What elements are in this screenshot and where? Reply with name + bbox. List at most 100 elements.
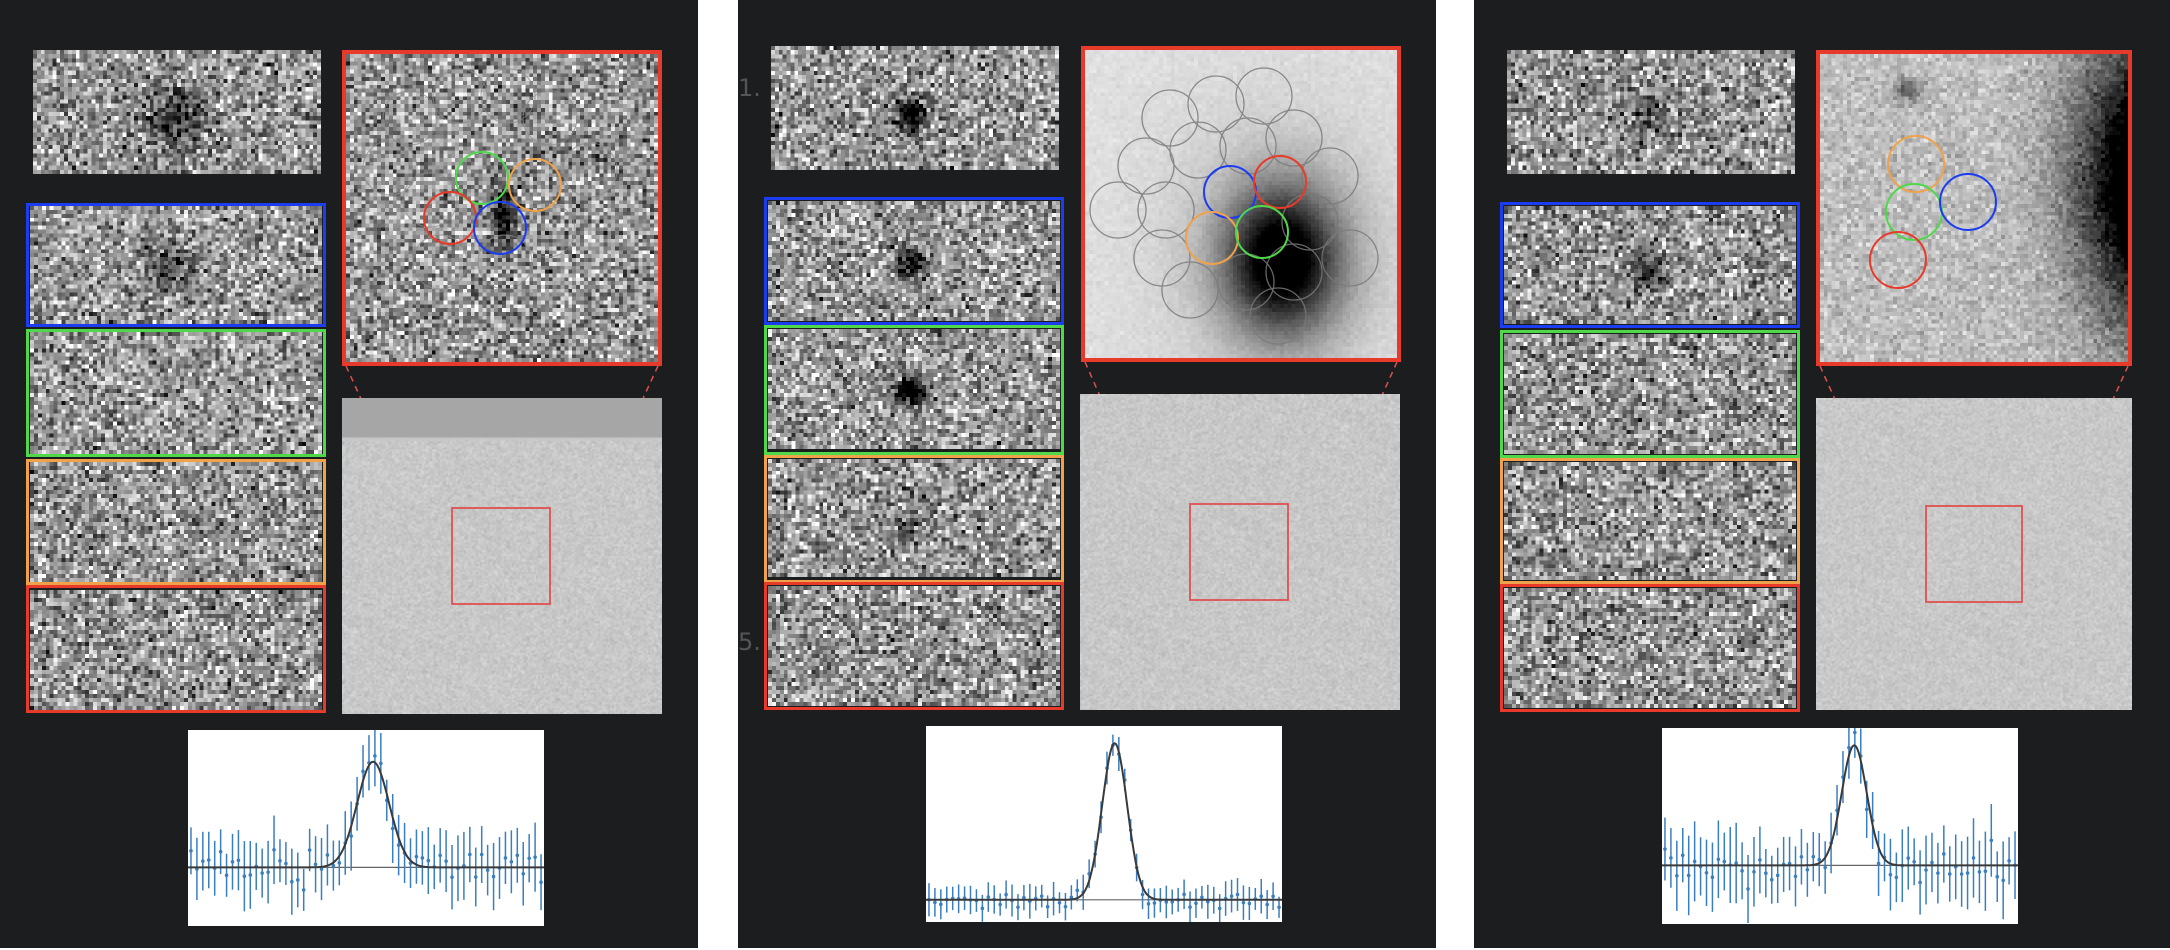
spectrum-point [1817, 833, 1822, 887]
spectrum-point [1022, 884, 1026, 911]
panel-right [1474, 0, 2170, 948]
spectrum-point [295, 852, 300, 908]
spectrum-point [1959, 841, 1964, 907]
stamp-orange [30, 462, 322, 582]
stamp-top [771, 46, 1059, 170]
spectrum-point [272, 815, 276, 885]
spectrum-point [278, 839, 282, 883]
spectrum-point [1912, 838, 1916, 886]
spectrum-point [1793, 846, 1798, 907]
spectrum-point [1194, 888, 1198, 918]
spectrum-point [1223, 881, 1228, 916]
panel-middle: 1. 5. [738, 0, 1436, 948]
spectrum-point [1894, 852, 1899, 903]
spectrum-point [1028, 883, 1032, 919]
field-image [342, 398, 662, 714]
spectrum-point [2001, 841, 2005, 920]
spectrum-point [1016, 894, 1020, 921]
spectrum-point [1200, 885, 1204, 909]
spectrum-fit-curve [1662, 744, 2018, 867]
spectrum-point [998, 893, 1002, 916]
spectrum-point [1764, 848, 1768, 898]
zoom-cutout [1820, 54, 2128, 362]
spectrum-point [533, 822, 537, 892]
spectrum-point [337, 840, 342, 886]
spectrum-point [1033, 886, 1038, 911]
stamp-green [768, 329, 1060, 449]
spectrum-point [1775, 847, 1780, 904]
spectrum-point [1752, 836, 1756, 907]
spectrum-point [1146, 888, 1151, 920]
spectrum-point [1936, 842, 1940, 904]
spectrum-point [1057, 892, 1062, 914]
spectrum-point [1206, 884, 1210, 919]
spectrum-point [206, 831, 211, 889]
spectrum-point [1188, 891, 1192, 922]
stamp-orange [768, 459, 1060, 577]
stamp-blue [30, 206, 322, 324]
stamp-top [1507, 50, 1795, 174]
stamp-blue [1504, 206, 1796, 324]
edge-label-top: 1. [738, 74, 761, 102]
stamp-top [33, 50, 321, 174]
spectrum-point [1740, 842, 1744, 900]
spectrum-point [450, 844, 454, 910]
spectrum-point [1953, 834, 1958, 900]
spectrum-point [1680, 828, 1685, 883]
spectrum-point [379, 732, 383, 794]
spectrum-point [260, 848, 264, 898]
stamp-red [1504, 588, 1796, 708]
spectrum-point [1164, 885, 1169, 919]
spectrum-point [468, 826, 472, 883]
spectrum-point [986, 882, 991, 912]
field-image [1080, 394, 1400, 710]
spectrum-point [361, 745, 365, 798]
spectrum-point [1669, 828, 1673, 888]
spectrum-point [1799, 829, 1804, 885]
spectrum-point [1271, 882, 1275, 911]
stamp-blue [768, 201, 1060, 321]
zoom-cutout [346, 54, 658, 362]
spectrum-plot [926, 726, 1282, 922]
spectrum-point [503, 831, 508, 885]
edge-label-bottom: 5. [738, 628, 761, 656]
spectrum-point [950, 886, 955, 911]
stamp-red [30, 590, 322, 710]
spectrum-point [1675, 840, 1679, 911]
spectrum-point [1152, 888, 1157, 918]
spectrum-point [933, 888, 937, 917]
spectrum-point [1787, 836, 1792, 891]
spectrum-point [521, 842, 526, 906]
spectrum-point [527, 834, 531, 883]
spectrum-point [1265, 890, 1269, 920]
spectrum-point [509, 830, 514, 894]
spectrum-point [1710, 842, 1715, 912]
spectrum-point [319, 837, 324, 901]
stamp-green [1504, 334, 1796, 454]
spectrum-point [1947, 846, 1952, 902]
spectrum-point [195, 837, 199, 901]
spectrum-point [1876, 830, 1881, 896]
spectrum-point [1259, 878, 1264, 914]
spectrum-point [539, 854, 543, 911]
spectrum-fit-curve [926, 742, 1282, 901]
spectrum-point [284, 842, 288, 886]
spectrum-point [1217, 894, 1222, 922]
spectrum-point [1722, 832, 1727, 891]
spectrum-point [479, 826, 484, 883]
spectrum-point [1069, 885, 1074, 910]
spectrum-point [426, 827, 431, 895]
spectrum-point [1769, 855, 1774, 904]
spectrum-point [1716, 820, 1721, 899]
spectrum-point [1692, 821, 1697, 902]
panel-left [0, 0, 698, 948]
spectrum-point [1182, 879, 1186, 910]
spectrum-point [473, 847, 478, 907]
spectrum-point [242, 841, 247, 912]
spectrum-point [301, 868, 306, 911]
spectrum-point [349, 801, 353, 871]
spectrum-point [1995, 851, 2000, 902]
field-image [1816, 398, 2132, 710]
spectrum-point [325, 824, 330, 886]
spectrum-point [1977, 840, 1982, 904]
